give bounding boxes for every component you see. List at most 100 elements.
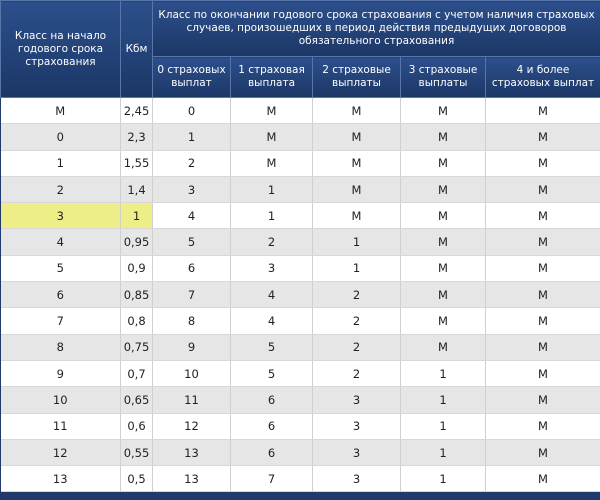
table-cell: M <box>485 123 600 151</box>
table-cell: 13 <box>0 465 121 493</box>
table-cell: 6 <box>230 413 313 440</box>
table-row: 5 0,9 6 3 1 M M <box>0 255 600 283</box>
table-row: 1 1,55 2 M M M M <box>0 150 600 177</box>
table-cell: M <box>400 281 486 309</box>
table-cell: M <box>312 97 401 125</box>
table-cell: 1 <box>230 202 313 230</box>
table-cell: M <box>400 123 486 151</box>
table-cell: 13 <box>152 465 231 493</box>
table-cell: 6 <box>152 255 231 283</box>
table-cell: M <box>230 97 313 125</box>
table-cell: 1,4 <box>120 176 153 204</box>
table-row: 2 1,4 3 1 M M M <box>0 176 600 204</box>
table-cell: 4 <box>152 202 231 230</box>
table-cell: 1 <box>400 386 486 414</box>
table-row: 4 0,95 5 2 1 M M <box>0 228 600 256</box>
table-cell: M <box>312 150 401 177</box>
table-cell: M <box>485 334 600 361</box>
table-cell: 1 <box>152 123 231 151</box>
table-cell: 0,7 <box>120 360 153 388</box>
table-cell: M <box>400 176 486 204</box>
table-cell: 10 <box>152 360 231 388</box>
table-cell: 0,75 <box>120 334 153 361</box>
table-cell: 1 <box>312 228 401 256</box>
table-row: 6 0,85 7 4 2 M M <box>0 281 600 309</box>
table-cell: 3 <box>230 255 313 283</box>
table-cell: 1 <box>120 202 153 230</box>
table-cell: M <box>230 150 313 177</box>
table-cell: 5 <box>230 360 313 388</box>
table-cell: M <box>485 255 600 283</box>
header-cell: 4 и более страховых выплат <box>485 56 600 98</box>
header-cell: 0 страховых выплат <box>152 56 231 98</box>
table-cell: 2 <box>312 360 401 388</box>
table-cell: 1 <box>400 360 486 388</box>
table-cell: 4 <box>230 307 313 335</box>
header-cell: Кбм <box>120 0 153 98</box>
table-cell: 1 <box>0 150 121 177</box>
table-cell: 10 <box>0 386 121 414</box>
table-cell: 0,8 <box>120 307 153 335</box>
table-cell: M <box>485 360 600 388</box>
table-cell: M <box>485 439 600 467</box>
table-cell: M <box>485 202 600 230</box>
table-cell: 3 <box>312 465 401 493</box>
table-cell: M <box>485 228 600 256</box>
table-cell: 6 <box>230 439 313 467</box>
table-cell: 2,45 <box>120 97 153 125</box>
table-cell: M <box>485 97 600 125</box>
table-cell: 1,55 <box>120 150 153 177</box>
table-row: 9 0,7 10 5 2 1 M <box>0 360 600 388</box>
header-cell: 2 страховые выплаты <box>312 56 401 98</box>
table-cell: 13 <box>152 439 231 467</box>
header-cell: Класс на начало годового срока страхован… <box>0 0 121 98</box>
table-row: 10 0,65 11 6 3 1 M <box>0 386 600 414</box>
table-cell: 7 <box>0 307 121 335</box>
table-cell: 8 <box>152 307 231 335</box>
table-cell: M <box>400 307 486 335</box>
table-cell: 2 <box>0 176 121 204</box>
table-cell: M <box>400 255 486 283</box>
table-row: 8 0,75 9 5 2 M M <box>0 334 600 361</box>
table-cell: 1 <box>400 439 486 467</box>
table-cell: 1 <box>230 176 313 204</box>
table-cell: 12 <box>0 439 121 467</box>
table-cell: M <box>485 150 600 177</box>
header-cell: 1 страховая выплата <box>230 56 313 98</box>
table-cell: 5 <box>230 334 313 361</box>
table-cell: 3 <box>312 413 401 440</box>
table-cell: 2 <box>312 334 401 361</box>
table-row: 0 2,3 1 M M M M <box>0 123 600 151</box>
table-cell: M <box>400 202 486 230</box>
table-cell: M <box>485 176 600 204</box>
table-cell: 9 <box>0 360 121 388</box>
table-cell: M <box>312 123 401 151</box>
table-cell: 11 <box>152 386 231 414</box>
table-cell: 5 <box>0 255 121 283</box>
table-cell: M <box>485 413 600 440</box>
table-cell: 2 <box>152 150 231 177</box>
table-cell: 7 <box>230 465 313 493</box>
table-cell: 0,9 <box>120 255 153 283</box>
table-cell: M <box>312 176 401 204</box>
table-cell: M <box>485 386 600 414</box>
table-row: M 2,45 0 M M M M <box>0 97 600 125</box>
table-cell: 6 <box>0 281 121 309</box>
table-cell: 0,95 <box>120 228 153 256</box>
table-cell: 4 <box>0 228 121 256</box>
table-cell: 0,6 <box>120 413 153 440</box>
table-cell: 9 <box>152 334 231 361</box>
table-cell: 0,5 <box>120 465 153 493</box>
table-cell: M <box>400 97 486 125</box>
table-cell: 2 <box>312 281 401 309</box>
table-cell: M <box>0 97 121 125</box>
table-cell: M <box>485 465 600 493</box>
table-row: 13 0,5 13 7 3 1 M <box>0 465 600 493</box>
table-body: M 2,45 0 M M M M 0 2,3 1 M M M M 1 1,55 2 M M M M 2 1,4 3 1 M M M 3 1… <box>0 97 600 493</box>
table-cell: M <box>230 123 313 151</box>
table-cell: 3 <box>312 439 401 467</box>
table-cell: M <box>485 281 600 309</box>
table-cell: 3 <box>0 202 121 230</box>
